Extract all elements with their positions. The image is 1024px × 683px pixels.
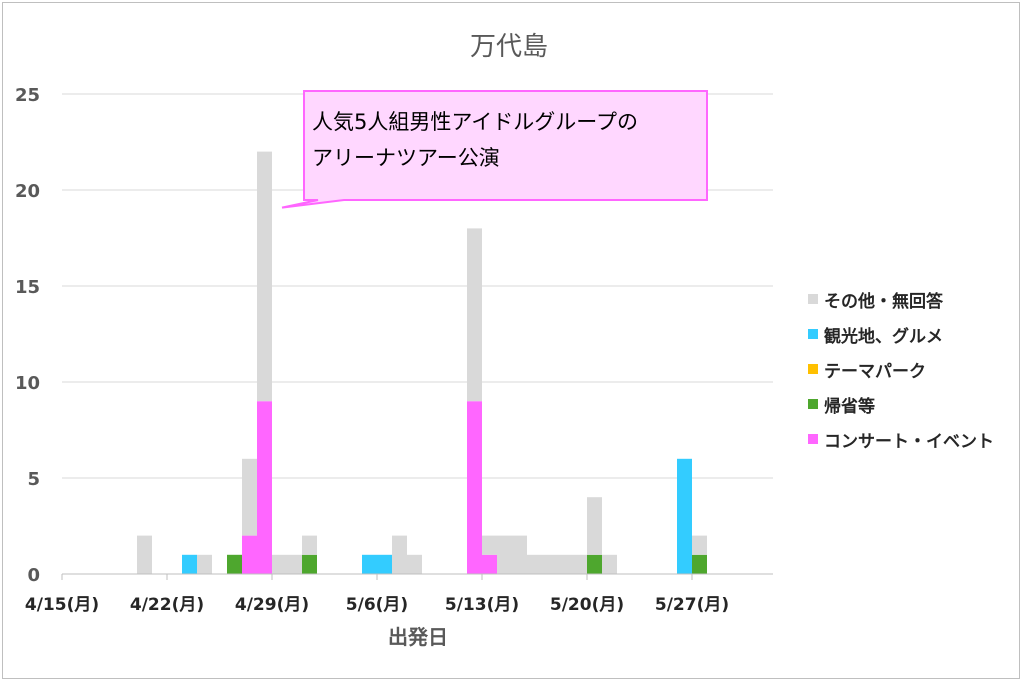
y-tick-label: 0 — [27, 565, 40, 586]
legend-label: 帰省等 — [824, 396, 875, 417]
bar-segment — [602, 554, 617, 574]
legend-swatch — [808, 434, 818, 444]
bar-segment — [692, 554, 707, 574]
bar-segment — [302, 554, 317, 574]
x-tick-label: 5/20(月) — [550, 595, 624, 615]
bar-segment — [692, 535, 707, 555]
callout-shape — [281, 90, 708, 209]
bar-segment — [257, 151, 272, 402]
bar-segment — [677, 458, 692, 574]
bar-segment — [137, 535, 152, 574]
x-tick-label: 4/15(月) — [25, 595, 99, 615]
legend-item: 帰省等 — [808, 391, 994, 417]
legend-swatch — [808, 364, 818, 374]
bar-segment — [512, 535, 527, 574]
legend-swatch — [808, 399, 818, 409]
y-tick-label: 20 — [15, 181, 40, 202]
y-tick-label: 25 — [15, 85, 40, 106]
y-tick-label: 10 — [15, 373, 40, 394]
annotation-line-2: アリーナツアー公演 — [312, 146, 500, 170]
axes: 0 5 10 15 20 25 4/15(月) 4/22(月) 4/29(月) 5/6(月) 5/1… — [15, 85, 773, 615]
x-tick-label: 4/22(月) — [130, 595, 204, 615]
bar-segment — [242, 535, 257, 574]
x-tick-label: 4/29(月) — [235, 595, 309, 615]
bar-segment — [587, 554, 602, 574]
bar-segment — [182, 554, 197, 574]
legend-label: コンサート・イベント — [824, 431, 994, 452]
legend: その他・無回答 観光地、グルメ テーマパーク 帰省等コンサート・イベント — [808, 286, 994, 461]
chart-title: 万代島 — [470, 32, 548, 62]
bar-segment — [407, 554, 422, 574]
bar-segment — [197, 554, 212, 574]
x-tick-label: 5/27(月) — [655, 595, 729, 615]
legend-item: テーマパーク — [808, 356, 994, 382]
bar-segment — [227, 554, 242, 574]
legend-swatch — [808, 329, 818, 339]
legend-label: 観光地、グルメ — [824, 326, 943, 347]
legend-item: コンサート・イベント — [808, 426, 994, 452]
legend-item: その他・無回答 — [808, 286, 994, 312]
annotation-callout — [281, 90, 708, 209]
annotation-line-1: 人気5人組男性アイドルグループの — [312, 110, 639, 134]
bar-segment — [482, 554, 497, 574]
bar-segment — [392, 535, 407, 574]
legend-label: テーマパーク — [824, 361, 926, 382]
bar-segment — [542, 554, 557, 574]
bar-segment — [482, 535, 497, 555]
bar-segment — [587, 497, 602, 555]
bar-segment — [257, 401, 272, 574]
x-tick-label: 5/13(月) — [445, 595, 519, 615]
bar-segment — [467, 228, 482, 402]
bar-segment — [302, 535, 317, 555]
annotation-text: 人気5人組男性アイドルグループの アリーナツアー公演 — [312, 104, 702, 176]
bar-segment — [242, 458, 257, 536]
x-axis-title: 出発日 — [388, 625, 448, 649]
bar-segment — [287, 554, 302, 574]
bars — [137, 151, 707, 574]
x-tick-label: 5/6(月) — [346, 595, 408, 615]
bar-segment — [557, 554, 572, 574]
legend-item: 観光地、グルメ — [808, 321, 994, 347]
y-tick-label: 15 — [15, 277, 40, 298]
bar-segment — [467, 401, 482, 574]
bar-segment — [362, 554, 377, 574]
bar-segment — [377, 554, 392, 574]
bar-segment — [572, 554, 587, 574]
legend-swatch — [808, 294, 818, 304]
bar-segment — [527, 554, 542, 574]
legend-label: その他・無回答 — [824, 291, 943, 312]
bar-segment — [497, 535, 512, 574]
y-tick-label: 5 — [27, 469, 40, 490]
bar-segment — [272, 554, 287, 574]
